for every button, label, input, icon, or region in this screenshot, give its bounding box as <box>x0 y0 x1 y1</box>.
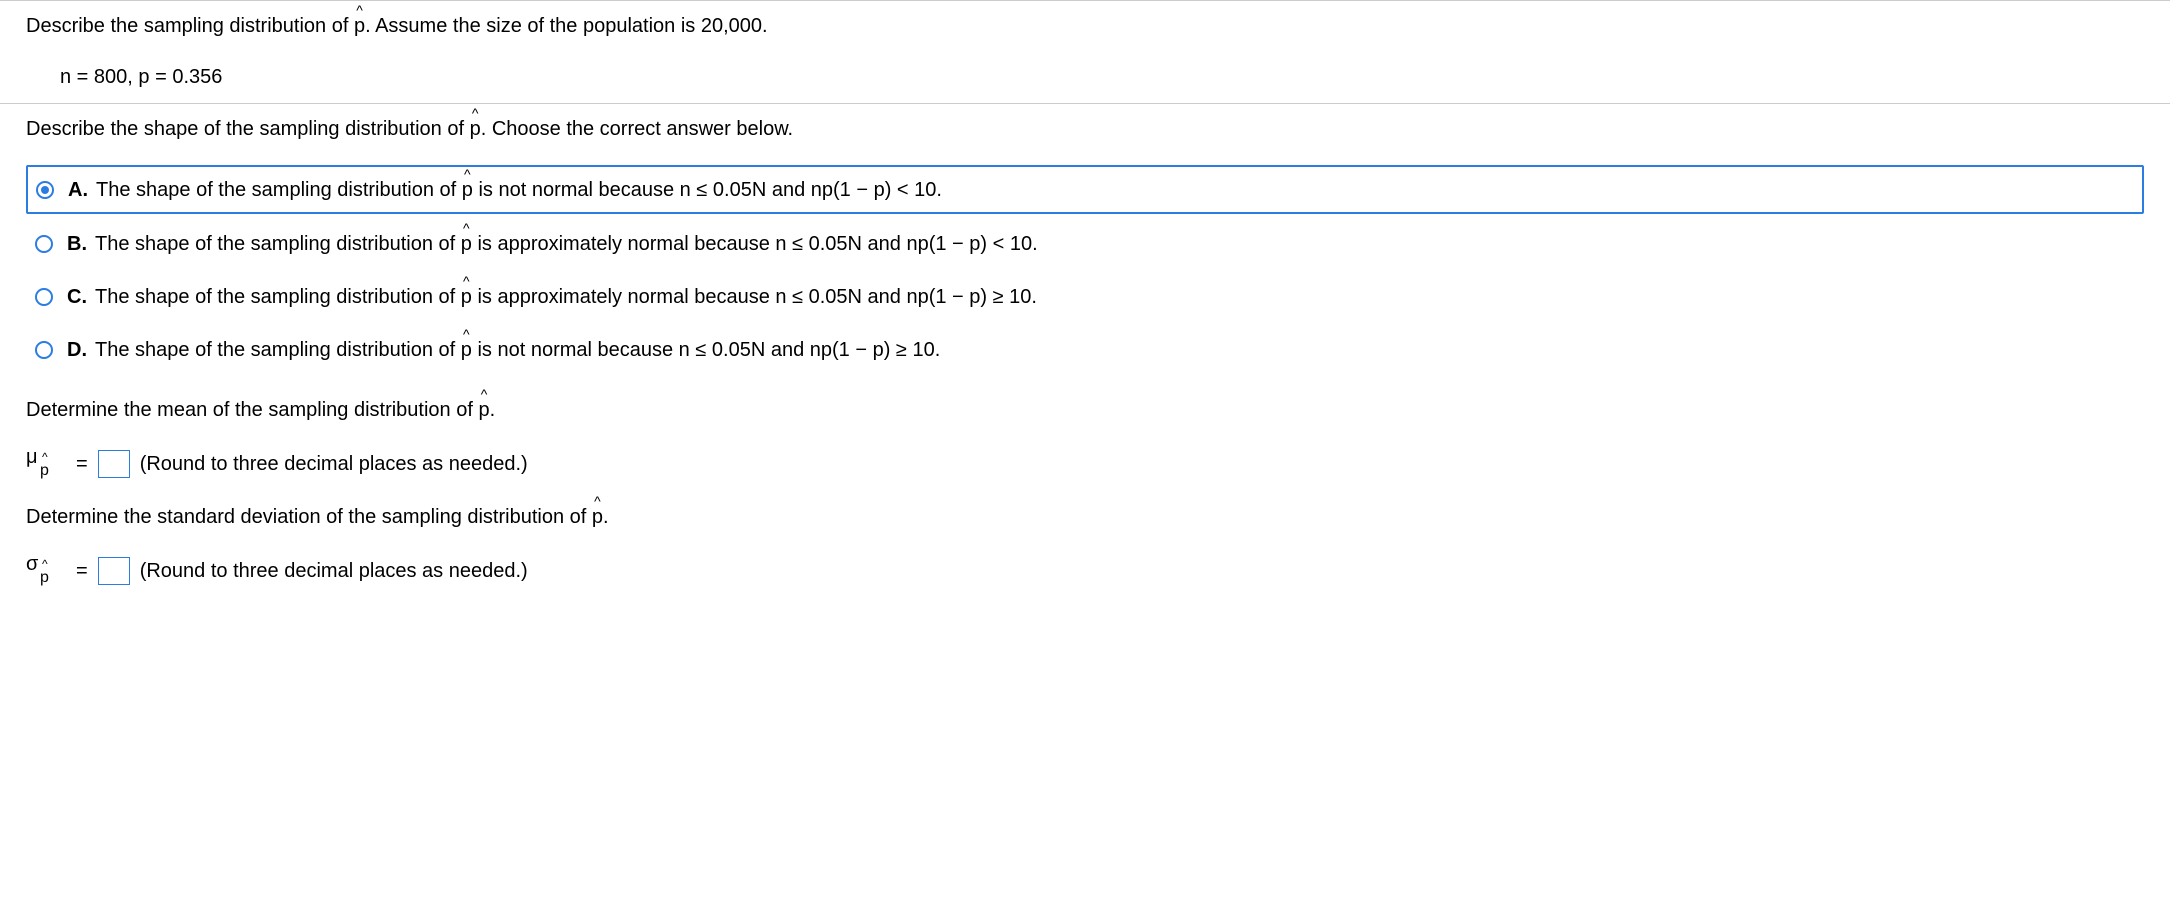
question-intro: Describe the sampling distribution of ^ … <box>0 1 2170 52</box>
equals-sign: = <box>76 560 88 583</box>
opt-d-post: is not normal because n ≤ 0.05N and np(1… <box>472 339 940 361</box>
hat-symbol: ^ <box>463 327 470 341</box>
sd-q-suffix: . <box>603 506 609 528</box>
option-text-a: The shape of the sampling distribution o… <box>96 177 942 202</box>
phat-p: p <box>470 118 481 140</box>
opt-b-pre: The shape of the sampling distribution o… <box>95 233 461 255</box>
sd-q-prefix: Determine the standard deviation of the … <box>26 506 592 528</box>
mean-input-row: μ ^ p = (Round to three decimal places a… <box>0 436 2170 492</box>
hat-symbol: ^ <box>463 274 470 288</box>
phat-symbol: ^ p <box>461 339 472 362</box>
q2-prefix: Describe the shape of the sampling distr… <box>26 118 470 140</box>
phat-p: p <box>592 506 603 528</box>
phat-p: p <box>478 399 489 421</box>
sd-hint: (Round to three decimal places as needed… <box>140 560 528 583</box>
hat-symbol: ^ <box>356 3 363 17</box>
phat-symbol: ^ p <box>592 506 603 529</box>
mean-q-prefix: Determine the mean of the sampling distr… <box>26 399 478 421</box>
option-letter-b: B. <box>67 231 95 256</box>
radio-b[interactable] <box>35 235 53 253</box>
option-text-c: The shape of the sampling distribution o… <box>95 284 1037 309</box>
equals-sign: = <box>76 453 88 476</box>
radio-c[interactable] <box>35 288 53 306</box>
parameters: n = 800, p = 0.356 <box>0 52 2170 103</box>
hat-symbol: ^ <box>472 106 479 120</box>
options-group: A. The shape of the sampling distributio… <box>0 155 2170 373</box>
option-letter-a: A. <box>68 177 96 202</box>
option-text-d: The shape of the sampling distribution o… <box>95 337 940 362</box>
p-sub: p <box>40 569 49 587</box>
phat-p: p <box>461 339 472 361</box>
phat-symbol: ^ p <box>461 286 472 309</box>
opt-b-post: is approximately normal because n ≤ 0.05… <box>472 233 1038 255</box>
mu-symbol: μ <box>26 446 38 469</box>
p-sub: p <box>40 462 49 480</box>
mean-question: Determine the mean of the sampling distr… <box>0 379 2170 436</box>
question-shape: Describe the shape of the sampling distr… <box>0 104 2170 155</box>
option-c[interactable]: C. The shape of the sampling distributio… <box>26 273 2144 320</box>
phat-p: p <box>354 15 365 37</box>
phat-p: p <box>461 233 472 255</box>
option-a[interactable]: A. The shape of the sampling distributio… <box>26 165 2144 214</box>
phat-p: p <box>461 286 472 308</box>
phat-symbol: ^ p <box>470 118 481 141</box>
phat-symbol: ^ p <box>462 179 473 202</box>
mu-phat-symbol: μ ^ p <box>26 444 66 484</box>
hat-symbol: ^ <box>464 167 471 181</box>
option-b[interactable]: B. The shape of the sampling distributio… <box>26 220 2144 267</box>
sigma-symbol: σ <box>26 553 38 576</box>
option-letter-d: D. <box>67 337 95 362</box>
phat-symbol: ^ p <box>478 399 489 422</box>
option-text-b: The shape of the sampling distribution o… <box>95 231 1038 256</box>
q1-suffix: . Assume the size of the population is 2… <box>365 15 767 37</box>
params-text: n = 800, p = 0.356 <box>60 66 222 88</box>
sd-input[interactable] <box>98 557 130 585</box>
q2-suffix: . Choose the correct answer below. <box>481 118 793 140</box>
hat-symbol: ^ <box>594 494 601 508</box>
q1-prefix: Describe the sampling distribution of <box>26 15 354 37</box>
opt-c-post: is approximately normal because n ≤ 0.05… <box>472 286 1037 308</box>
option-letter-c: C. <box>67 284 95 309</box>
sd-question: Determine the standard deviation of the … <box>0 492 2170 543</box>
radio-d[interactable] <box>35 341 53 359</box>
sigma-phat-symbol: σ ^ p <box>26 551 66 591</box>
opt-a-pre: The shape of the sampling distribution o… <box>96 179 462 201</box>
opt-a-post: is not normal because n ≤ 0.05N and np(1… <box>473 179 942 201</box>
mean-q-suffix: . <box>490 399 496 421</box>
opt-c-pre: The shape of the sampling distribution o… <box>95 286 461 308</box>
hat-symbol: ^ <box>481 387 488 401</box>
mean-input[interactable] <box>98 450 130 478</box>
phat-p: p <box>462 179 473 201</box>
opt-d-pre: The shape of the sampling distribution o… <box>95 339 461 361</box>
sd-input-row: σ ^ p = (Round to three decimal places a… <box>0 543 2170 599</box>
phat-symbol: ^ p <box>354 15 365 38</box>
hat-symbol: ^ <box>463 221 470 235</box>
phat-symbol: ^ p <box>461 233 472 256</box>
radio-a[interactable] <box>36 181 54 199</box>
mean-hint: (Round to three decimal places as needed… <box>140 453 528 476</box>
option-d[interactable]: D. The shape of the sampling distributio… <box>26 326 2144 373</box>
